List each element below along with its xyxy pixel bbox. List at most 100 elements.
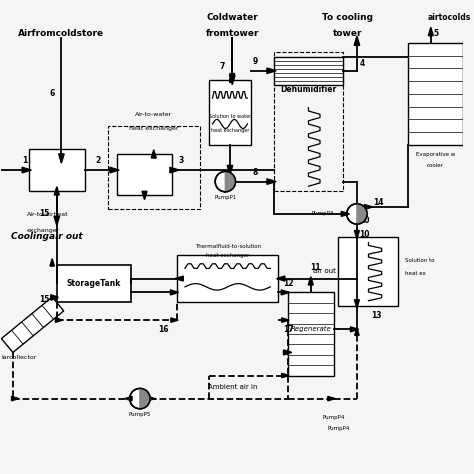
Polygon shape (282, 374, 289, 378)
Text: Thermalfluid-to-solution: Thermalfluid-to-solution (194, 244, 261, 248)
Text: Coolingair out: Coolingair out (10, 232, 82, 241)
Text: PumpP4: PumpP4 (323, 415, 345, 420)
Text: Dehumidifier: Dehumidifier (280, 85, 337, 94)
Polygon shape (227, 165, 233, 174)
Text: cooler: cooler (427, 163, 444, 168)
Polygon shape (350, 327, 359, 332)
Text: 15: 15 (39, 295, 50, 304)
Polygon shape (281, 290, 290, 295)
Text: heat exchanger: heat exchanger (211, 128, 249, 133)
Polygon shape (230, 73, 235, 82)
Text: 9: 9 (253, 57, 258, 66)
Polygon shape (148, 396, 155, 401)
Polygon shape (170, 290, 179, 295)
Text: 6: 6 (49, 90, 55, 99)
Polygon shape (55, 187, 59, 195)
Text: 5: 5 (433, 29, 438, 38)
Text: 16: 16 (158, 325, 168, 334)
Text: PumpP4: PumpP4 (327, 426, 350, 431)
Circle shape (130, 389, 150, 409)
Polygon shape (171, 318, 178, 322)
Polygon shape (283, 350, 292, 355)
Polygon shape (267, 68, 276, 73)
Polygon shape (142, 191, 147, 200)
Polygon shape (125, 396, 132, 401)
Bar (408, 43, 463, 145)
Text: Air-to-airheat: Air-to-airheat (27, 211, 68, 217)
Polygon shape (365, 204, 373, 210)
Text: PumpP1: PumpP1 (214, 195, 237, 201)
Polygon shape (277, 276, 285, 281)
Text: 1: 1 (22, 156, 27, 165)
Text: 10: 10 (359, 216, 370, 225)
Polygon shape (55, 318, 63, 322)
Text: Coldwater: Coldwater (206, 13, 258, 22)
Circle shape (215, 172, 236, 192)
Text: heat ex: heat ex (405, 272, 426, 276)
Text: Ambient air in: Ambient air in (208, 384, 257, 390)
Text: Solution to: Solution to (405, 257, 435, 263)
Bar (108, 126, 200, 210)
Text: Air-to-water: Air-to-water (135, 112, 173, 117)
Polygon shape (354, 36, 360, 46)
Text: exchanger: exchanger (27, 228, 60, 233)
Text: 12: 12 (283, 279, 293, 288)
Polygon shape (355, 300, 359, 308)
Text: StorageTank: StorageTank (66, 279, 121, 288)
Text: PumpP5: PumpP5 (129, 412, 151, 418)
Polygon shape (341, 211, 349, 217)
Bar (338, 237, 399, 306)
Bar (117, 154, 172, 195)
Text: 10: 10 (359, 230, 370, 239)
Polygon shape (51, 295, 58, 299)
Text: Evaporative w: Evaporative w (416, 152, 455, 156)
Text: 17: 17 (283, 325, 294, 334)
Text: tower: tower (333, 29, 363, 38)
Polygon shape (151, 150, 156, 158)
Polygon shape (357, 204, 367, 224)
Polygon shape (54, 216, 60, 226)
Text: PumpP3: PumpP3 (311, 211, 334, 217)
Polygon shape (22, 167, 31, 173)
Polygon shape (428, 27, 433, 36)
Bar (274, 52, 343, 191)
Text: 11: 11 (310, 263, 320, 272)
Polygon shape (59, 154, 64, 163)
Text: airtocolds: airtocolds (428, 13, 471, 22)
Text: 15: 15 (39, 210, 50, 219)
Polygon shape (140, 389, 150, 409)
Text: 8: 8 (253, 168, 258, 177)
Text: Solution to water: Solution to water (209, 114, 251, 119)
Text: Regenerate: Regenerate (291, 326, 331, 332)
Polygon shape (229, 75, 235, 85)
Text: heat exchanger: heat exchanger (206, 253, 249, 258)
Polygon shape (225, 172, 236, 192)
Polygon shape (328, 396, 335, 401)
Text: 7: 7 (220, 62, 225, 71)
Text: heat exchanger: heat exchanger (129, 126, 179, 131)
Text: larcollector: larcollector (1, 355, 37, 360)
Text: 2: 2 (96, 156, 101, 165)
Bar (209, 80, 251, 145)
Text: 4: 4 (359, 59, 365, 68)
Text: fromtower: fromtower (206, 29, 259, 38)
Bar (274, 57, 343, 85)
Polygon shape (11, 396, 19, 401)
Text: 3: 3 (179, 156, 184, 165)
Polygon shape (51, 296, 58, 300)
Text: 13: 13 (371, 311, 381, 320)
Polygon shape (170, 167, 179, 173)
Polygon shape (267, 179, 276, 184)
Bar (288, 292, 334, 375)
Polygon shape (282, 318, 289, 322)
Circle shape (347, 204, 367, 224)
Text: Airfromcoldstore: Airfromcoldstore (18, 29, 104, 38)
Polygon shape (175, 276, 183, 281)
Bar (29, 149, 84, 191)
Bar (177, 255, 278, 301)
Polygon shape (50, 259, 55, 266)
Polygon shape (355, 230, 359, 239)
Text: 14: 14 (373, 198, 383, 207)
Polygon shape (355, 328, 359, 335)
Text: air out: air out (313, 268, 336, 274)
